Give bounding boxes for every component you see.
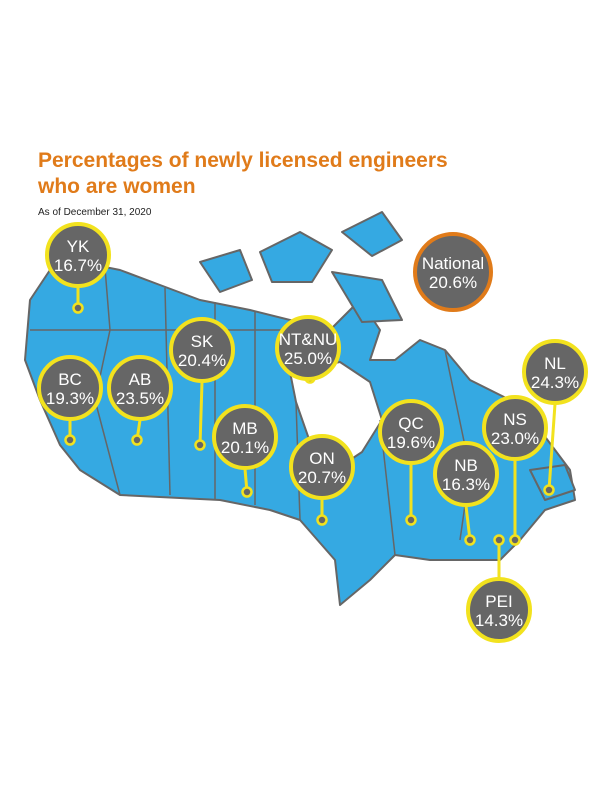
region-percent: 14.3% [475,611,523,630]
pin-dot [405,514,417,526]
bubble [522,339,588,405]
pin-dot [131,434,143,446]
title-line: Percentages of newly licensed engineers [38,149,448,172]
region-percent: 20.4% [178,351,226,370]
region-code: National [422,254,484,273]
pin-line [547,403,557,491]
pin-dot [316,514,328,526]
region-code: BC [58,370,82,389]
bubble [433,441,499,507]
map [24,211,576,606]
region-code: MB [232,419,258,438]
region-code: NT&NU [279,330,338,349]
title-line: who are women [37,175,196,198]
bubble [45,222,111,288]
bubble [275,315,341,381]
region-percent: 20.1% [221,438,269,457]
pin-dot [493,534,505,546]
pin-dot [72,302,84,314]
pin-dot [509,534,521,546]
pin-dot [194,439,206,451]
region-percent: 23.5% [116,389,164,408]
region-code: AB [129,370,152,389]
region-code: NL [544,354,566,373]
region-percent: 20.7% [298,468,346,487]
region-percent: 25.0% [284,349,332,368]
pin-dot [464,534,476,546]
region-code: ON [309,449,335,468]
region-code: SK [191,332,214,351]
bubble [212,404,278,470]
bubble [289,434,355,500]
bubble [378,399,444,465]
bubble [169,317,235,383]
bubble [37,355,103,421]
pin-dot [543,484,555,496]
region-percent: 20.6% [429,273,477,292]
subtitle: As of December 31, 2020 [38,207,152,218]
bubble [413,232,493,312]
region-code: NB [454,456,478,475]
pin-dot [64,434,76,446]
region-code: NS [503,410,527,429]
region-percent: 24.3% [531,373,579,392]
region-percent: 16.7% [54,256,102,275]
region-percent: 16.3% [442,475,490,494]
bubble [482,395,548,461]
pin-line [198,381,204,446]
region-code: PEI [485,592,512,611]
bubble [466,577,532,643]
region-code: QC [398,414,424,433]
region-code: YK [67,237,90,256]
region-percent: 19.6% [387,433,435,452]
bubble [107,355,173,421]
pin-dot [241,486,253,498]
region-percent: 23.0% [491,429,539,448]
region-percent: 19.3% [46,389,94,408]
